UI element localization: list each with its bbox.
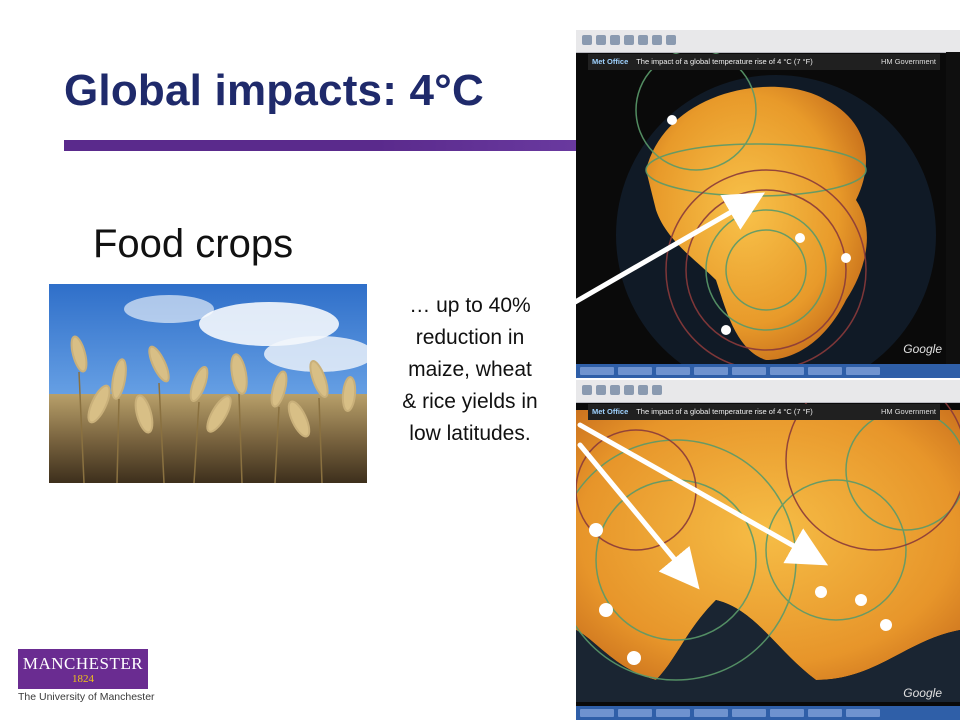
caption-line: reduction in xyxy=(415,326,525,349)
caption-line: … up to 40% xyxy=(409,294,531,317)
logo-wordmark: MANCHESTER xyxy=(22,654,144,673)
title-underline xyxy=(64,140,584,151)
map-banner: Met Office The impact of a global temper… xyxy=(588,54,940,70)
map-banner-title: The impact of a global temperature rise … xyxy=(636,407,813,416)
browser-toolbar xyxy=(576,30,960,53)
arrow-to-africa xyxy=(567,192,765,308)
taskbar xyxy=(576,706,960,720)
met-office-label: Met Office xyxy=(592,57,629,66)
met-office-label: Met Office xyxy=(592,407,629,416)
caption-line: maize, wheat xyxy=(408,358,532,381)
arrow-to-india xyxy=(577,442,700,590)
google-watermark: Google xyxy=(903,686,942,700)
google-watermark: Google xyxy=(903,342,942,356)
impact-caption: … up to 40% reduction in maize, wheat & … xyxy=(374,290,566,450)
asia-globe-screenshot: Met Office The impact of a global temper… xyxy=(576,380,960,720)
africa-globe-screenshot: Met Office The impact of a global temper… xyxy=(576,30,960,378)
hm-government-label: HM Government xyxy=(880,57,936,66)
section-heading: Food crops xyxy=(93,222,294,266)
taskbar xyxy=(576,364,960,378)
manchester-logo xyxy=(18,649,148,689)
wheat-photo xyxy=(49,284,374,484)
browser-toolbar xyxy=(576,380,960,403)
hm-government-label: HM Government xyxy=(880,407,936,416)
map-banner-title: The impact of a global temperature rise … xyxy=(636,57,813,66)
map-nav-controls xyxy=(946,52,960,364)
logo-year: 1824 xyxy=(72,673,94,685)
map-banner: Met Office The impact of a global temper… xyxy=(588,404,940,420)
logo-subtitle: The University of Manchester xyxy=(18,691,155,703)
slide-title: Global impacts: 4°C xyxy=(64,66,484,115)
arrow-to-southeast-asia xyxy=(577,422,829,566)
caption-line: & rice yields in xyxy=(402,390,538,413)
caption-line: low latitudes. xyxy=(409,422,531,445)
